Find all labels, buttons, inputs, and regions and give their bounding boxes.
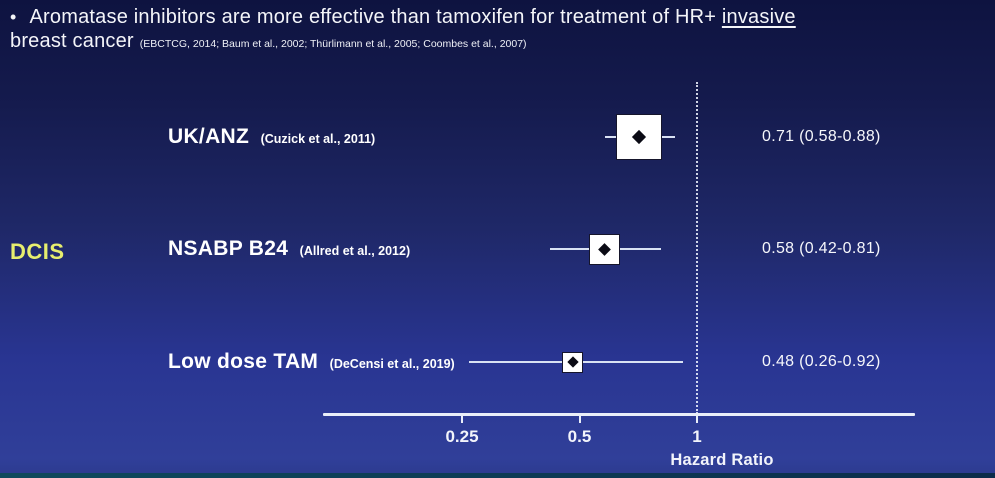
x-tick [696,414,698,423]
study-label: Low dose TAM (DeCensi et al., 2019) [168,350,455,374]
x-tick-label: 0.25 [445,427,479,446]
estimate-value: 0.48 (0.26-0.92) [762,353,881,370]
x-tick [578,414,581,423]
study-name: UK/ANZ [168,125,250,148]
hr-marker [562,351,584,373]
study-name: NSABP B24 [168,237,289,260]
x-tick-label: 0.5 [567,427,592,446]
study-label: UK/ANZ (Cuzick et al., 2011) [168,125,375,149]
marker-diamond-icon [566,356,579,368]
estimate-value: 0.71 (0.58-0.88) [762,128,881,145]
estimate-value: 0.58 (0.42-0.81) [762,240,881,257]
study-citation: (DeCensi et al., 2019) [329,357,455,371]
reference-line [696,82,698,414]
x-axis-line [323,413,915,416]
bullet-icon: • [10,7,17,27]
marker-diamond-icon [598,242,612,256]
hr-marker [589,233,621,265]
title-underlined-word: invasive [721,6,796,28]
hr-marker [615,114,662,160]
x-axis-title: Hazard Ratio [670,451,774,469]
bottom-bar [0,473,995,478]
group-label-dcis: DCIS [10,239,65,264]
x-tick-label: 1 [692,427,702,446]
title-text: Aromatase inhibitors are more effective … [29,6,722,28]
title-citation: (EBCTCG, 2014; Baum et al., 2002; Thürli… [139,38,527,50]
study-citation: (Cuzick et al., 2011) [260,132,376,146]
title-text-line2: breast cancer [10,30,134,52]
marker-diamond-icon [631,129,647,145]
study-name: Low dose TAM [168,350,319,373]
x-tick [461,414,463,423]
study-citation: (Allred et al., 2012) [299,244,411,258]
title-block: • Aromatase inhibitors are more effective… [10,5,988,56]
study-label: NSABP B24 (Allred et al., 2012) [168,237,410,261]
